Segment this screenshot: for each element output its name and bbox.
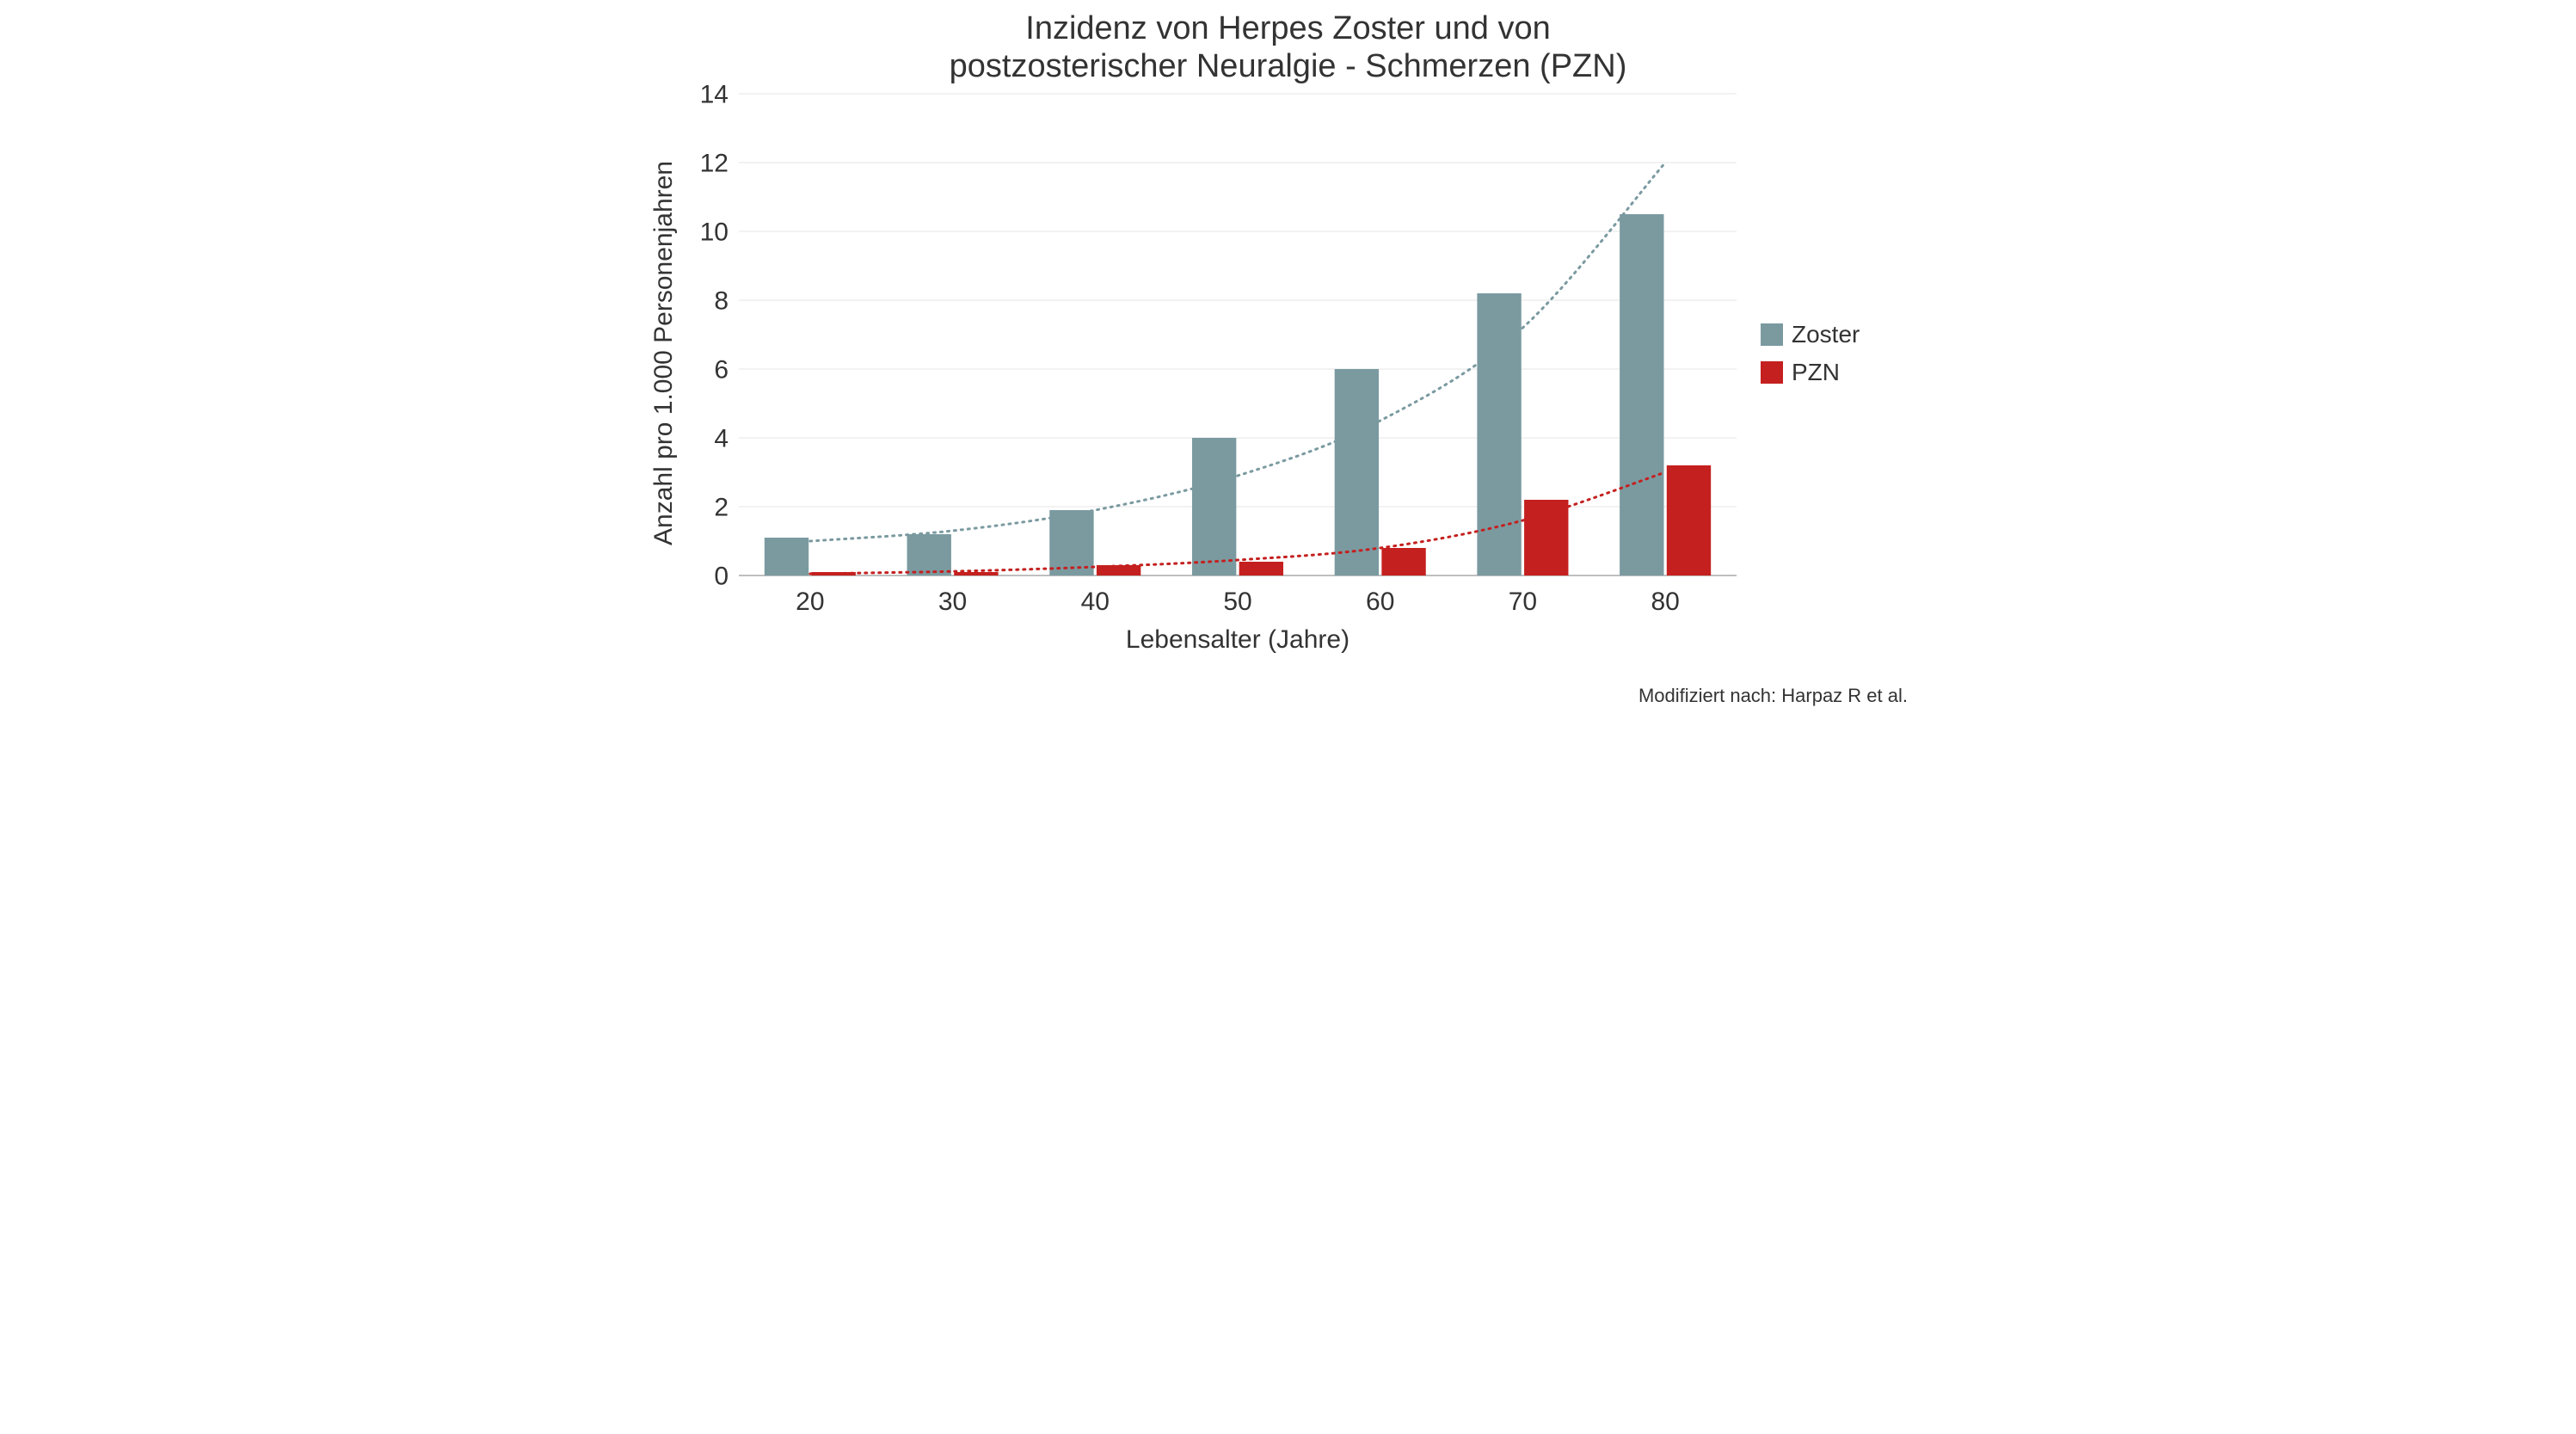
source-note: Modifiziert nach: Harpaz R et al. [1638,685,1908,707]
legend-item-zoster: Zoster [1761,321,1860,348]
legend-label: PZN [1792,359,1840,386]
y-tick-label: 4 [714,425,729,453]
bar-pzn [1667,465,1711,575]
bar-zoster [1477,293,1521,575]
legend: Zoster PZN [1745,85,1860,622]
bar-pzn [1239,562,1283,575]
x-tick-label: 80 [1651,588,1679,616]
bar-zoster [1620,214,1663,575]
x-axis-label: Lebensalter (Jahre) [644,625,1737,655]
y-tick-label: 12 [700,150,729,178]
y-tick-label: 10 [700,218,729,247]
bar-pzn [954,572,998,575]
legend-swatch [1761,361,1783,384]
legend-label: Zoster [1792,321,1860,348]
y-axis-label: Anzahl pro 1.000 Personenjahren [644,85,684,622]
bar-zoster [907,534,951,575]
bar-pzn [1381,548,1425,575]
x-tick-label: 20 [796,588,824,616]
x-tick-label: 60 [1366,588,1394,616]
x-tick-label: 40 [1081,588,1110,616]
bar-zoster [1335,369,1379,575]
y-tick-label: 14 [700,85,729,109]
x-tick-label: 50 [1223,588,1251,616]
y-tick-label: 0 [714,563,729,591]
y-tick-label: 6 [714,356,729,385]
bar-zoster [1192,438,1236,575]
legend-item-pzn: PZN [1761,359,1860,386]
bar-zoster [1049,510,1093,575]
trendline-zoster [810,163,1665,541]
chart-body-row: Anzahl pro 1.000 Personenjahren 0 2 4 6 8 10 1… [644,85,1932,622]
plot-area: 0 2 4 6 8 10 12 14 20 30 40 50 60 70 80 [684,85,1745,622]
legend-swatch [1761,323,1783,346]
plot-svg: 0 2 4 6 8 10 12 14 20 30 40 50 60 70 80 [684,85,1745,622]
chart-title-line2: postzosterischer Neuralgie - Schmerzen (… [644,48,1932,86]
chart-container: Inzidenz von Herpes Zoster und von postz… [644,0,1932,717]
x-tick-label: 70 [1509,588,1537,616]
chart-title: Inzidenz von Herpes Zoster und von postz… [644,0,1932,85]
y-tick-label: 2 [714,494,729,522]
y-tick-label: 8 [714,287,729,316]
chart-title-line1: Inzidenz von Herpes Zoster und von [644,10,1932,48]
x-tick-label: 30 [938,588,967,616]
bar-pzn [1524,500,1568,575]
bar-zoster [765,538,808,575]
